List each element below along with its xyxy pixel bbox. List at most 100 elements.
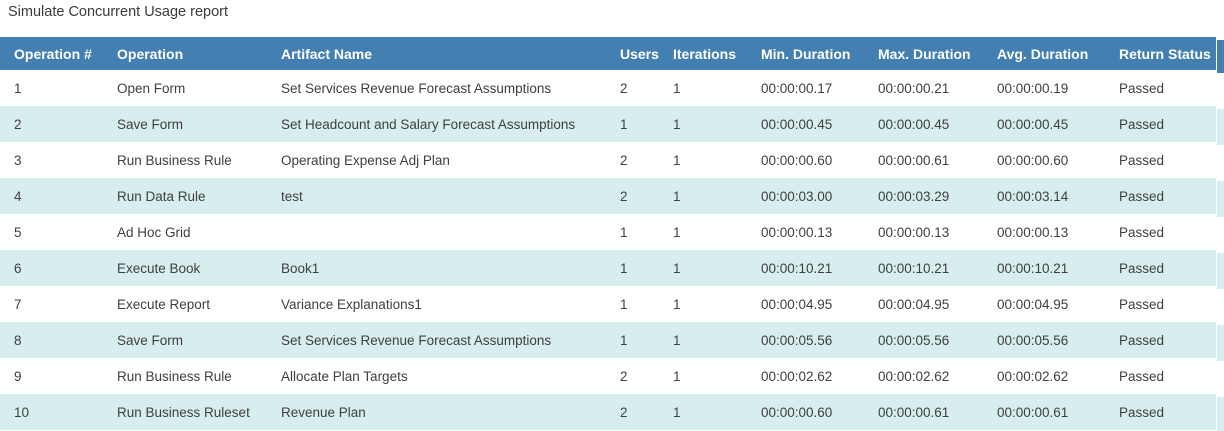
cell: Set Headcount and Salary Forecast Assump… — [281, 116, 576, 132]
cell: 00:00:00.45 — [761, 116, 833, 132]
cell: Save Form — [117, 332, 184, 348]
cell: Passed — [1119, 404, 1165, 420]
cell: Run Business Rule — [117, 152, 232, 168]
column-header-artifact-name: Artifact Name — [281, 37, 620, 70]
cell: 00:00:00.13 — [878, 224, 950, 240]
cell: Passed — [1119, 260, 1165, 276]
scrollbar-track-segment[interactable] — [1217, 73, 1224, 109]
table-row: 6 Execute Book Book1 1 1 00:00:10.21 00:00:10.… — [0, 250, 1216, 286]
cell: 00:00:00.61 — [997, 404, 1069, 420]
cell: 1 — [673, 116, 681, 132]
cell: 00:00:00.13 — [997, 224, 1069, 240]
cell: 2 — [14, 116, 22, 132]
cell: 00:00:02.62 — [878, 368, 950, 384]
table-row: 1 Open Form Set Services Revenue Forecast … — [0, 70, 1216, 106]
cell: 1 — [673, 80, 681, 96]
report-table-container: Operation # Operation Artifact Name Users It… — [0, 37, 1224, 431]
usage-report-table: Operation # Operation Artifact Name Users It… — [0, 37, 1216, 430]
column-header-operation: Operation — [117, 37, 281, 70]
cell: 1 — [673, 152, 681, 168]
cell: 00:00:00.45 — [997, 116, 1069, 132]
cell: 1 — [673, 188, 681, 204]
cell: 9 — [14, 368, 22, 384]
table-row: 10 Run Business Ruleset Revenue Plan 2 1 00:0… — [0, 394, 1216, 430]
cell: 00:00:05.56 — [878, 332, 950, 348]
cell: 1 — [620, 332, 628, 348]
table-body: 1 Open Form Set Services Revenue Forecast … — [0, 70, 1216, 430]
cell: test — [281, 188, 303, 204]
scrollbar-track-segment[interactable] — [1217, 325, 1224, 361]
cell: 00:00:04.95 — [761, 296, 833, 312]
column-header-iterations: Iterations — [673, 37, 761, 70]
cell: 2 — [620, 368, 628, 384]
cell: 2 — [620, 152, 628, 168]
scrollbar-track-segment[interactable] — [1217, 145, 1224, 181]
cell: 00:00:04.95 — [878, 296, 950, 312]
table-row: 4 Run Data Rule test 2 1 00:00:03.00 00:00:03.… — [0, 178, 1216, 214]
cell: Passed — [1119, 116, 1165, 132]
scrollbar-track-segment[interactable] — [1217, 289, 1224, 325]
cell: 5 — [14, 224, 22, 240]
cell: 3 — [14, 152, 22, 168]
cell: Book1 — [281, 260, 320, 276]
cell: Execute Book — [117, 260, 201, 276]
cell: 00:00:00.13 — [761, 224, 833, 240]
scrollbar-track-segment[interactable] — [1217, 253, 1224, 289]
cell: Revenue Plan — [281, 404, 366, 420]
cell: 00:00:03.14 — [997, 188, 1069, 204]
cell: Run Data Rule — [117, 188, 206, 204]
scrollbar-track-segment[interactable] — [1217, 217, 1224, 253]
column-header-avg-duration: Avg. Duration — [997, 37, 1119, 70]
cell: 1 — [620, 260, 628, 276]
cell: 1 — [14, 80, 22, 96]
cell: 2 — [620, 404, 628, 420]
cell: 1 — [673, 404, 681, 420]
cell: 4 — [14, 188, 22, 204]
table-row: 3 Run Business Rule Operating Expense Adj … — [0, 142, 1216, 178]
column-header-users: Users — [620, 37, 673, 70]
cell: 00:00:05.56 — [761, 332, 833, 348]
cell: 1 — [673, 332, 681, 348]
cell: Passed — [1119, 296, 1165, 312]
cell: 1 — [673, 260, 681, 276]
cell: Run Business Rule — [117, 368, 232, 384]
cell: 00:00:00.60 — [997, 152, 1069, 168]
cell: 2 — [620, 188, 628, 204]
table-row: 7 Execute Report Variance Explanations1 1 1 0… — [0, 286, 1216, 322]
cell: Passed — [1119, 188, 1165, 204]
cell: 1 — [620, 296, 628, 312]
column-header-max-duration: Max. Duration — [878, 37, 997, 70]
cell: 7 — [14, 296, 22, 312]
cell: 00:00:00.60 — [761, 152, 833, 168]
scrollbar-track-segment[interactable] — [1217, 361, 1224, 397]
column-header-return-status: Return Status — [1119, 37, 1216, 70]
column-header-operation-num: Operation # — [0, 37, 117, 70]
table-header-row: Operation # Operation Artifact Name Users It… — [0, 37, 1216, 70]
scrollbar-thumb[interactable] — [1217, 40, 1224, 73]
cell: 00:00:10.21 — [761, 260, 833, 276]
cell: 1 — [620, 224, 628, 240]
scrollbar-track[interactable] — [1217, 73, 1224, 431]
cell: Set Services Revenue Forecast Assumption… — [281, 80, 552, 96]
scrollbar-track-segment[interactable] — [1217, 397, 1224, 431]
cell: 00:00:03.00 — [761, 188, 833, 204]
cell: Variance Explanations1 — [281, 296, 422, 312]
cell: Passed — [1119, 368, 1165, 384]
cell: 00:00:03.29 — [878, 188, 950, 204]
scrollbar-track-segment[interactable] — [1217, 181, 1224, 217]
scrollbar-track-segment[interactable] — [1217, 109, 1224, 145]
cell: 00:00:00.21 — [878, 80, 950, 96]
cell — [281, 214, 620, 250]
cell: Open Form — [117, 80, 186, 96]
cell: 1 — [673, 224, 681, 240]
cell: 00:00:02.62 — [761, 368, 833, 384]
cell: Run Business Ruleset — [117, 404, 250, 420]
cell: 00:00:04.95 — [997, 296, 1069, 312]
cell: Passed — [1119, 80, 1165, 96]
cell: 6 — [14, 260, 22, 276]
page-title: Simulate Concurrent Usage report — [8, 4, 229, 20]
cell: 00:00:10.21 — [878, 260, 950, 276]
vertical-scrollbar[interactable] — [1217, 40, 1224, 431]
cell: 8 — [14, 332, 22, 348]
